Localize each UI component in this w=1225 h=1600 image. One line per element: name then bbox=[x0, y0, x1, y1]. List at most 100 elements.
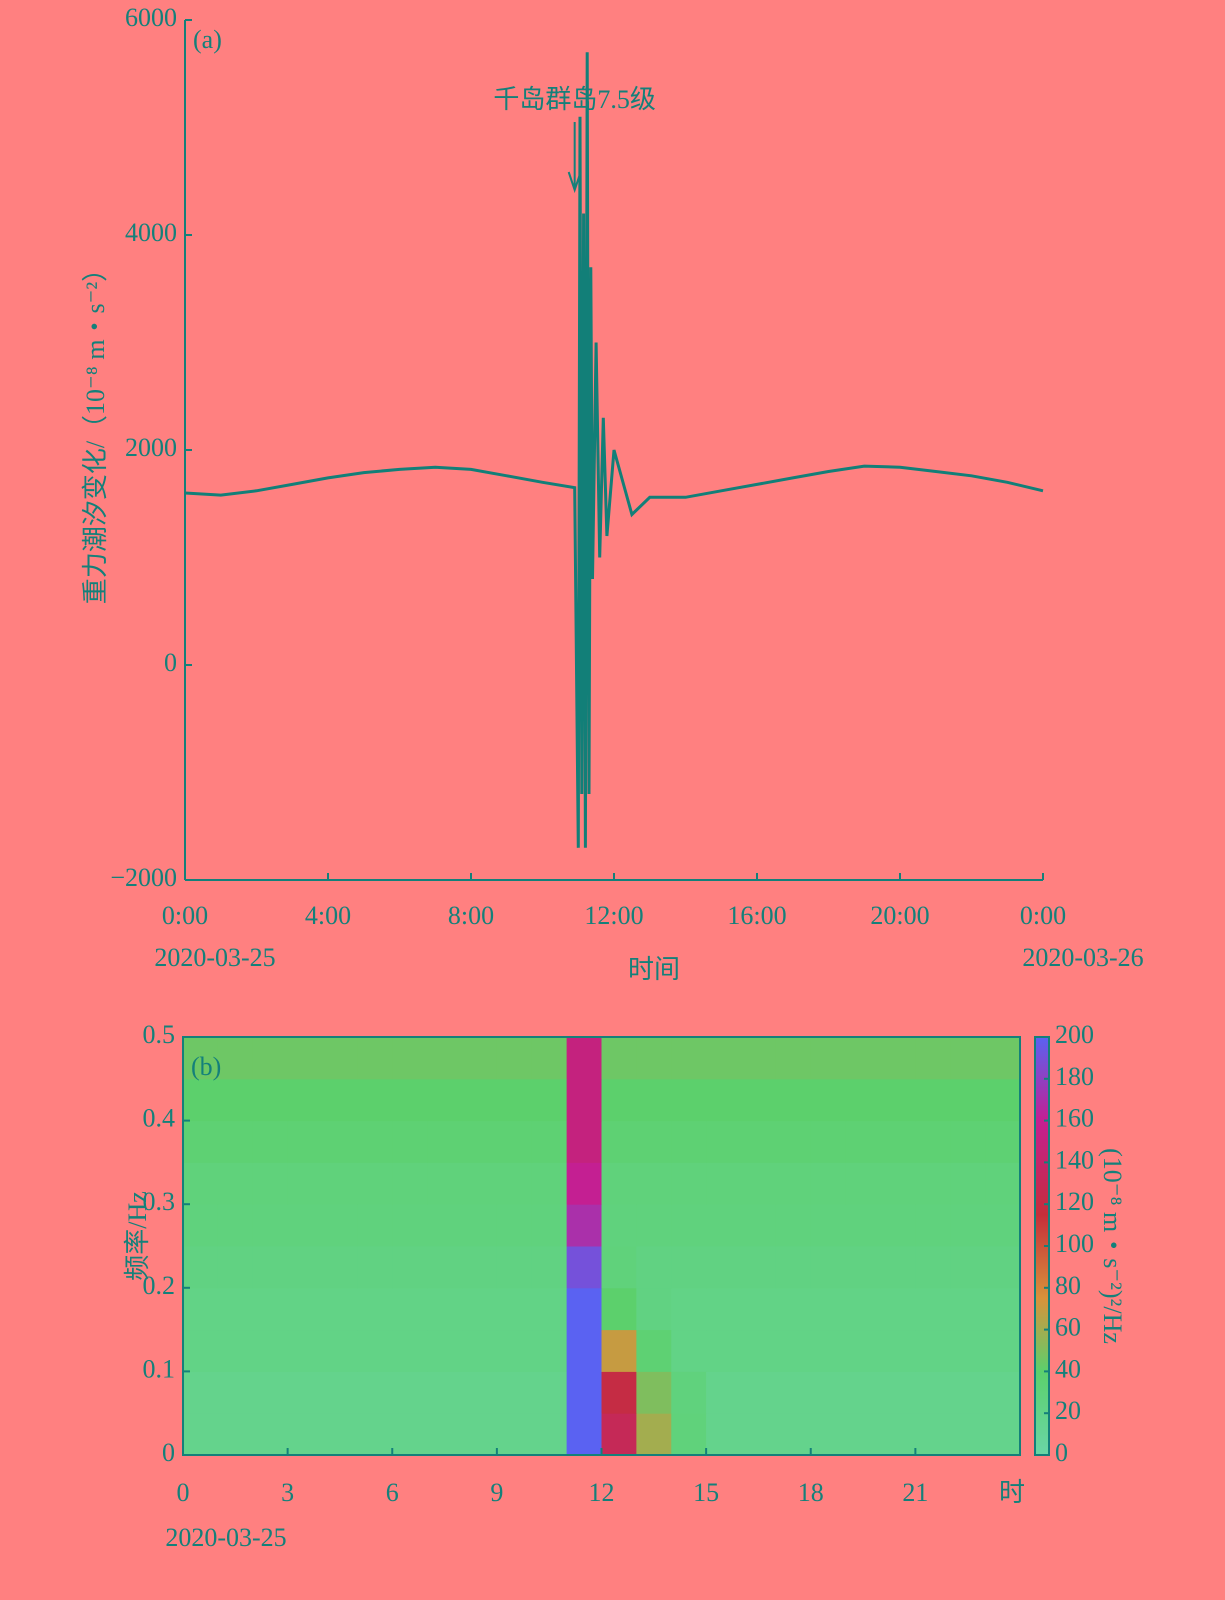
colorbar-tick-label: 40 bbox=[1055, 1354, 1081, 1383]
heat-cell bbox=[706, 1246, 742, 1289]
heat-cell bbox=[531, 1329, 568, 1372]
colorbar-label: (10⁻⁸ m・s⁻²)²/Hz bbox=[1098, 1148, 1127, 1344]
colorbar-tick-label: 120 bbox=[1055, 1187, 1094, 1216]
heat-cell bbox=[252, 1413, 289, 1456]
heat-cell bbox=[810, 1329, 847, 1372]
heat-cell bbox=[427, 1204, 463, 1247]
colorbar-tick-label: 200 bbox=[1055, 1020, 1094, 1049]
colorbar-tick-label: 160 bbox=[1055, 1104, 1094, 1133]
heat-cell bbox=[880, 1162, 916, 1205]
heat-cell bbox=[741, 1037, 777, 1080]
heat-cell bbox=[985, 1037, 1021, 1080]
heat-cell bbox=[566, 1413, 602, 1456]
date-label: 2020-03-25 bbox=[154, 943, 275, 972]
colorbar-tick-label: 0 bbox=[1055, 1438, 1068, 1467]
y-tick-label: −2000 bbox=[110, 863, 177, 892]
heat-cell bbox=[950, 1413, 986, 1456]
heat-cell bbox=[880, 1287, 916, 1331]
heat-cell bbox=[915, 1162, 951, 1205]
heat-cell bbox=[741, 1204, 777, 1247]
heat-cell bbox=[566, 1120, 602, 1163]
colorbar-tick-label: 80 bbox=[1055, 1271, 1081, 1300]
heat-cell bbox=[427, 1078, 463, 1122]
heat-cell bbox=[287, 1120, 323, 1163]
heat-cell bbox=[531, 1037, 568, 1080]
heat-cell bbox=[531, 1246, 568, 1289]
heat-cell bbox=[601, 1162, 637, 1205]
heat-cell bbox=[322, 1413, 358, 1456]
panel-label: (a) bbox=[193, 25, 222, 54]
heat-cell bbox=[601, 1371, 637, 1414]
x-tick-label: 15 bbox=[693, 1478, 719, 1507]
heat-cell bbox=[706, 1037, 742, 1080]
heat-cell bbox=[392, 1078, 428, 1122]
heat-cell bbox=[810, 1037, 847, 1080]
y-tick-label: 4000 bbox=[125, 218, 177, 247]
heat-cell bbox=[287, 1329, 323, 1372]
y-tick-label: 0.5 bbox=[143, 1020, 176, 1049]
heat-cell bbox=[183, 1413, 219, 1456]
heat-cell bbox=[775, 1371, 812, 1414]
heat-cell bbox=[950, 1120, 986, 1163]
heat-cell bbox=[775, 1413, 812, 1456]
heat-cell bbox=[601, 1078, 637, 1122]
heat-cell bbox=[566, 1329, 602, 1372]
heat-cell bbox=[531, 1078, 568, 1122]
y-tick-label: 0 bbox=[162, 1438, 175, 1467]
heat-cell bbox=[915, 1371, 951, 1414]
heat-cell bbox=[636, 1329, 672, 1372]
x-tick-label: 0 bbox=[177, 1478, 190, 1507]
heat-cell bbox=[915, 1037, 951, 1080]
heat-cell bbox=[915, 1329, 951, 1372]
heat-cell bbox=[636, 1162, 672, 1205]
heat-cell bbox=[462, 1204, 498, 1247]
heat-cell bbox=[566, 1371, 602, 1414]
heat-cell bbox=[880, 1078, 916, 1122]
heat-cell bbox=[566, 1204, 602, 1247]
heat-cell bbox=[183, 1204, 219, 1247]
heat-cell bbox=[531, 1204, 568, 1247]
heat-cell bbox=[985, 1204, 1021, 1247]
heat-cell bbox=[706, 1413, 742, 1456]
heat-cell bbox=[357, 1246, 393, 1289]
heat-cell bbox=[636, 1037, 672, 1080]
heat-cell bbox=[322, 1246, 358, 1289]
heat-cell bbox=[217, 1413, 254, 1456]
panel-label: (b) bbox=[191, 1052, 221, 1081]
heat-cell bbox=[427, 1413, 463, 1456]
heat-cell bbox=[636, 1078, 672, 1122]
heat-cell bbox=[950, 1037, 986, 1080]
heat-cell bbox=[392, 1413, 428, 1456]
heat-cell bbox=[462, 1413, 498, 1456]
heat-cell bbox=[775, 1287, 812, 1331]
y-tick-label: 0.4 bbox=[143, 1104, 176, 1133]
heat-cell bbox=[845, 1078, 881, 1122]
heat-cell bbox=[845, 1037, 881, 1080]
heat-cell bbox=[496, 1413, 533, 1456]
heat-cell bbox=[566, 1287, 602, 1331]
heat-cell bbox=[880, 1371, 916, 1414]
heat-cell bbox=[880, 1246, 916, 1289]
heat-cell bbox=[462, 1329, 498, 1372]
heat-cell bbox=[392, 1371, 428, 1414]
heat-cell bbox=[601, 1037, 637, 1080]
heat-cell bbox=[985, 1287, 1021, 1331]
heat-cell bbox=[810, 1204, 847, 1247]
heat-cell bbox=[566, 1078, 602, 1122]
x-tick-label: 21 bbox=[902, 1478, 928, 1507]
x-tick-label: 6 bbox=[386, 1478, 399, 1507]
heat-cell bbox=[183, 1120, 219, 1163]
heat-cell bbox=[845, 1162, 881, 1205]
heat-cell bbox=[183, 1162, 219, 1205]
heat-cell bbox=[287, 1246, 323, 1289]
heat-cell bbox=[915, 1413, 951, 1456]
heat-cell bbox=[671, 1246, 707, 1289]
x-tick-label: 3 bbox=[281, 1478, 294, 1507]
heat-cell bbox=[741, 1120, 777, 1163]
colorbar-tick-label: 60 bbox=[1055, 1313, 1081, 1342]
heat-cell bbox=[462, 1287, 498, 1331]
annotation-arrow bbox=[567, 122, 582, 194]
heat-cell bbox=[741, 1413, 777, 1456]
heat-cell bbox=[183, 1287, 219, 1331]
heat-cell bbox=[462, 1246, 498, 1289]
